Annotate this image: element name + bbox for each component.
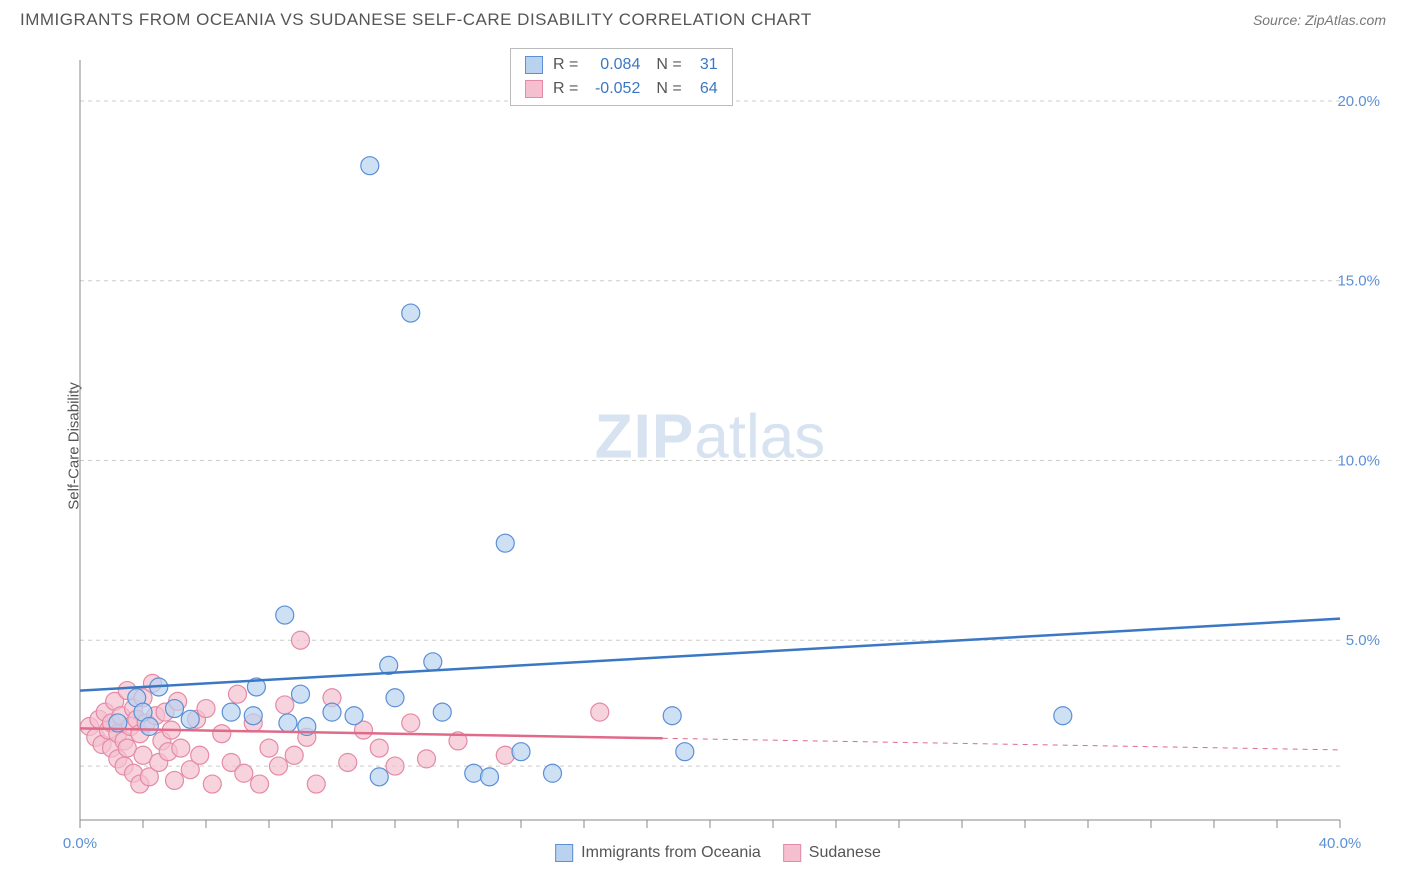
stats-r-value: 0.084: [584, 53, 640, 77]
swatch-icon: [525, 80, 543, 98]
source-attribution: Source: ZipAtlas.com: [1253, 12, 1386, 28]
legend-item-oceania: Immigrants from Oceania: [555, 844, 761, 862]
svg-text:20.0%: 20.0%: [1337, 93, 1380, 110]
stats-row-series-0: R = 0.084 N = 31: [525, 53, 718, 77]
chart-title: IMMIGRANTS FROM OCEANIA VS SUDANESE SELF…: [20, 10, 812, 30]
legend-item-sudanese: Sudanese: [783, 844, 881, 862]
stats-n-value: 64: [688, 77, 718, 101]
header: IMMIGRANTS FROM OCEANIA VS SUDANESE SELF…: [0, 0, 1406, 35]
series-legend: Immigrants from Oceania Sudanese: [547, 844, 889, 862]
scatter-chart: 5.0% 10.0% 15.0% 20.0% 0.0% 40.0% ZIPatlas: [50, 45, 1386, 862]
stats-n-label: N =: [656, 77, 681, 101]
legend-label: Immigrants from Oceania: [581, 844, 761, 862]
stats-r-label: R =: [553, 53, 578, 77]
stats-row-series-1: R = -0.052 N = 64: [525, 77, 718, 101]
stats-r-value: -0.052: [584, 77, 640, 101]
swatch-icon: [783, 844, 801, 862]
stats-legend-box: R = 0.084 N = 31 R = -0.052 N = 64: [510, 48, 733, 106]
svg-text:15.0%: 15.0%: [1337, 273, 1380, 290]
svg-text:0.0%: 0.0%: [63, 835, 97, 852]
svg-text:10.0%: 10.0%: [1337, 452, 1380, 469]
swatch-icon: [525, 56, 543, 74]
svg-text:40.0%: 40.0%: [1319, 835, 1362, 852]
swatch-icon: [555, 844, 573, 862]
svg-text:ZIPatlas: ZIPatlas: [595, 403, 825, 472]
stats-n-value: 31: [688, 53, 718, 77]
svg-text:5.0%: 5.0%: [1346, 632, 1380, 649]
chart-container: 5.0% 10.0% 15.0% 20.0% 0.0% 40.0% ZIPatlas R =…: [50, 45, 1386, 862]
legend-label: Sudanese: [809, 844, 881, 862]
stats-n-label: N =: [656, 53, 681, 77]
stats-r-label: R =: [553, 77, 578, 101]
